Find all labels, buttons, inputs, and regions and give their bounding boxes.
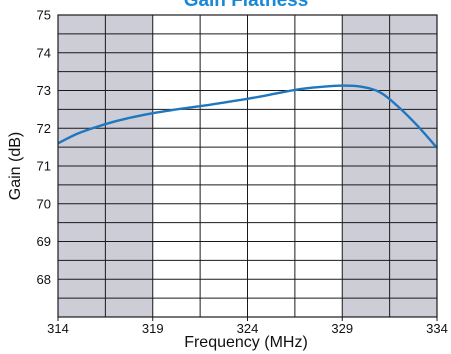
series-lines [57,84,438,149]
x-axis-label: Frequency (MHz) [184,334,308,351]
x-tick-label: 324 [237,321,259,336]
y-tick-label: 70 [37,196,51,211]
x-tick-label: 334 [426,321,448,336]
y-tick-label: 71 [37,159,51,174]
x-tick-label: 319 [142,321,164,336]
y-tick-label: 69 [37,234,51,249]
y-tick-label: 68 [37,272,51,287]
y-tick-label: 72 [37,121,51,136]
y-tick-label: 73 [37,83,51,98]
y-tick-label: 74 [37,45,51,60]
chart-title: Gain Flatness [184,0,309,11]
x-tick-label: 314 [47,321,69,336]
y-tick-labels: 68 69 70 71 72 73 74 75 [37,8,51,287]
x-tick-label: 329 [331,321,353,336]
grid-lines [58,15,437,317]
y-axis-label: Gain (dB) [7,132,24,200]
x-tick-labels: 314 319 324 329 334 [47,317,448,336]
y-tick-label: 75 [37,8,51,23]
series-line-0 [57,84,438,149]
